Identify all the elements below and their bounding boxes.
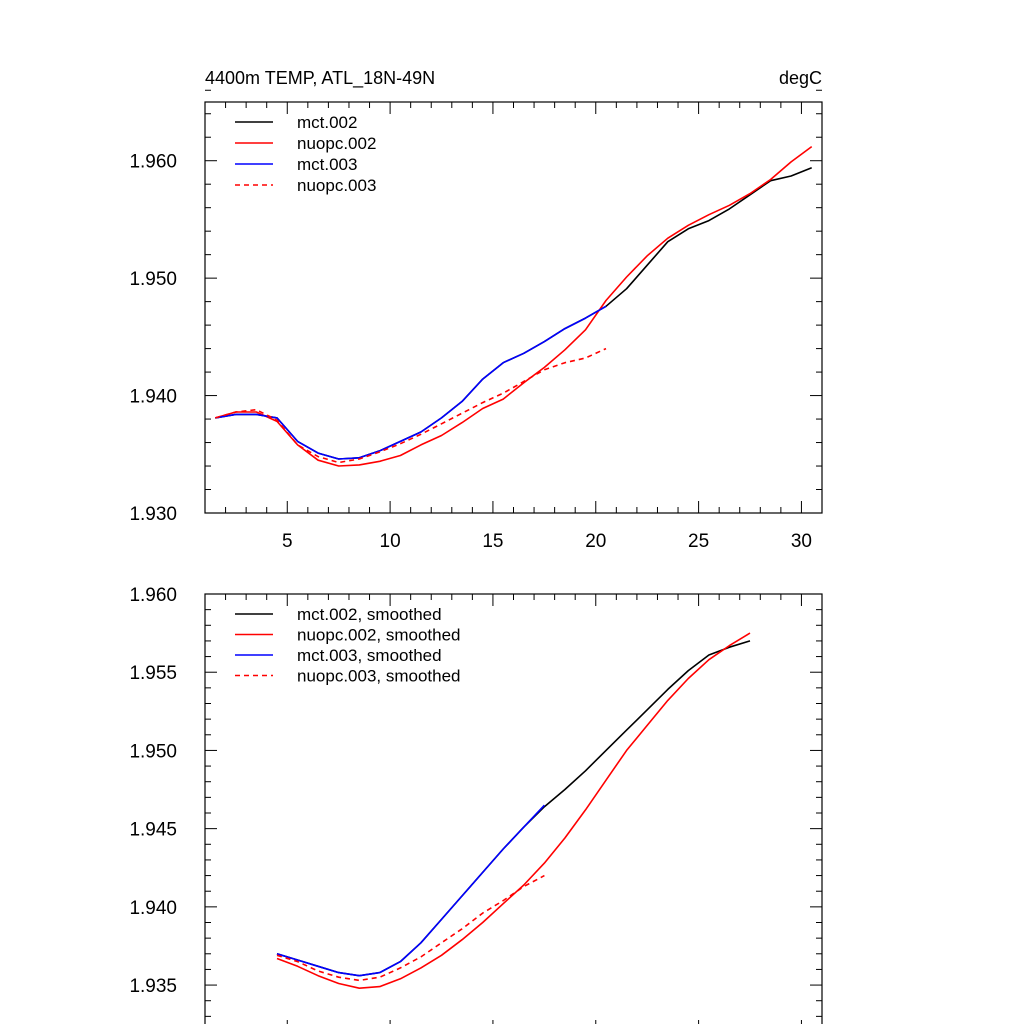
legend: mct.002, smoothed nuopc.002, smoothedmct.… [235,605,461,686]
legend-label: nuopc.003 [297,176,376,195]
chart-title: 4400m TEMP, ATL_18N-49N [205,68,435,89]
y-tick-label: 1.935 [129,976,177,997]
y-tick-label: 1.945 [129,820,177,841]
legend-label: nuopc.003, smoothed [297,667,461,686]
series-group [215,145,813,467]
bottom-panel: 1.935 1.940 1.945 1.950 1.955 1.960 mct.002, s… [129,585,823,1024]
series-line-nuopc-003-smoothed [276,874,545,982]
x-tick-label: 5 [282,531,293,552]
series-line-mct-002 [215,167,812,460]
y-tick-label: 1.950 [129,741,177,762]
y-tick-label: 1.960 [129,585,177,606]
y-tick-label: 1.930 [129,504,177,525]
legend-label: mct.003, smoothed [297,646,442,665]
x-tick-label: 25 [688,531,709,552]
y-tick-label: 1.940 [129,387,177,408]
y-tick-label: 1.955 [129,663,177,684]
y-tick-label: 1.940 [129,898,177,919]
x-tick-label: 30 [791,531,812,552]
series-line-mct-003 [215,305,607,460]
series-line-mct-002-smoothed [276,640,751,977]
x-tick-label: 10 [380,531,401,552]
series-line-mct-003-smoothed [276,804,545,977]
series-group [276,632,751,989]
series-line-nuopc-003 [215,347,607,464]
legend-label: mct.002 [297,113,357,132]
y-tick-label: 1.960 [129,152,177,173]
legend-label: mct.003 [297,155,357,174]
series-line-nuopc-002 [215,145,813,467]
x-tick-label: 15 [482,531,503,552]
series-line-nuopc-002-smoothed [276,632,751,989]
x-tick-label: 20 [585,531,606,552]
legend-label: nuopc.002 [297,134,376,153]
y-tick-label: 1.950 [129,269,177,290]
legend: mct.002 nuopc.002 mct.003 nuopc.003 [235,113,376,195]
legend-label: nuopc.002, smoothed [297,626,461,645]
units-label: degC [779,68,822,88]
legend-label: mct.002, smoothed [297,605,442,624]
top-panel: 5 10 15 20 25 30 1.930 1.940 1.950 1.960 4400m TEM… [129,68,823,552]
